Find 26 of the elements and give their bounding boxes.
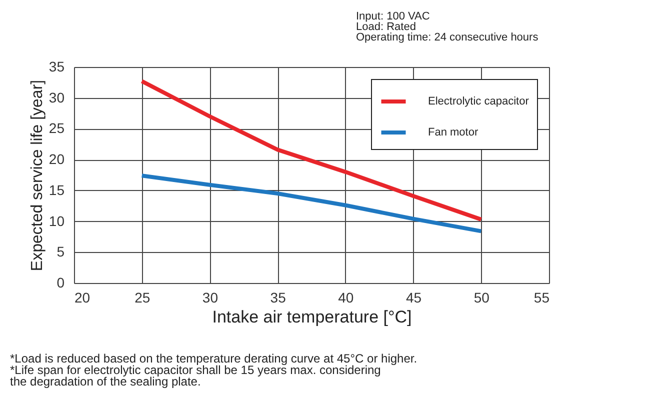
legend-label: Electrolytic capacitor (428, 96, 530, 108)
y-tick-label: 0 (56, 274, 65, 290)
line-series (140, 79, 484, 222)
x-tick-label: 50 (474, 290, 490, 306)
text: *Load is reduced based on the temperature derating curve at 45°C or higher. (10, 352, 418, 366)
x-tick-label: 35 (270, 290, 286, 306)
y-axis-title: Expected service life [year] (28, 80, 46, 272)
y-tick-label: 20 (48, 151, 65, 168)
x-tick-label: 45 (406, 290, 422, 306)
x-tick-label: 40 (338, 290, 354, 306)
y-tick-label: 35 (48, 58, 65, 74)
y-tick-label: 5 (56, 244, 65, 260)
text: Input: 100 VAC (356, 10, 430, 22)
y-tick-label: 15 (48, 182, 65, 198)
y-tick-label: 10 (48, 212, 65, 229)
y-tick-label: 25 (48, 120, 65, 136)
x-axis-title: Intake air temperature [°C] (212, 308, 412, 326)
text: Operating time: 24 consecutive hours (356, 32, 539, 44)
x-tick-label: 20 (74, 290, 90, 306)
text: Load: Rated (356, 21, 416, 33)
legend-label: Fan motor (428, 126, 478, 138)
x-tick-label: 55 (534, 290, 550, 306)
x-tick-label: 30 (202, 290, 218, 306)
y-tick-label: 30 (48, 89, 65, 106)
x-tick-label: 25 (134, 290, 150, 306)
line-series (140, 174, 484, 234)
